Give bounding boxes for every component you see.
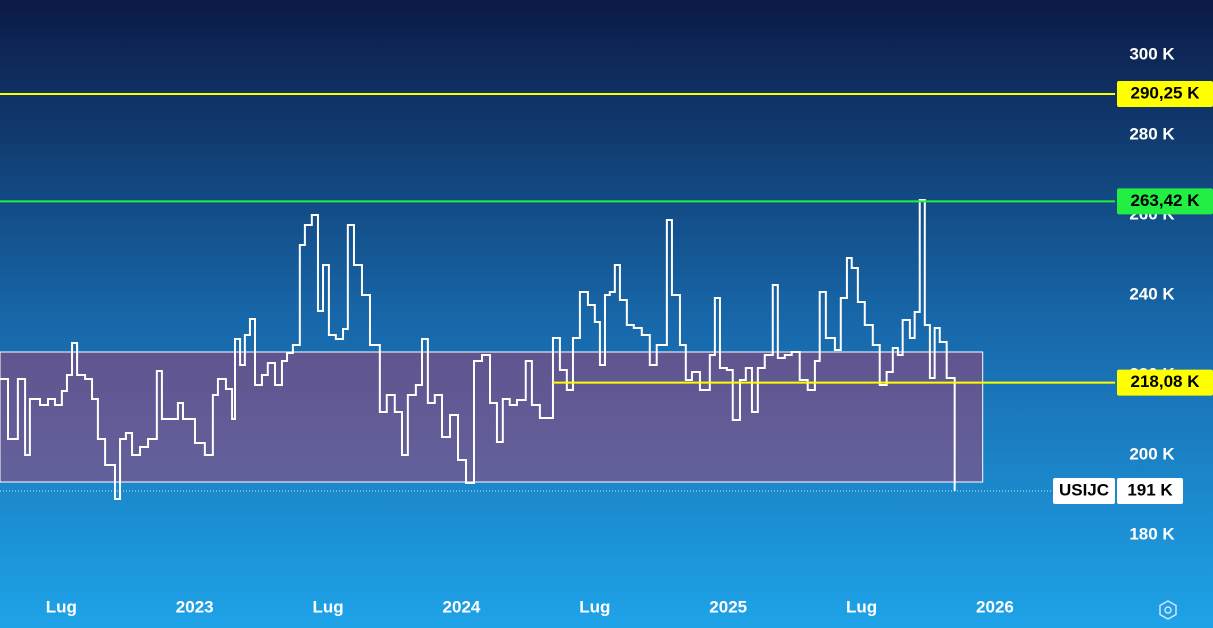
level-tag bbox=[1117, 369, 1213, 396]
settings-icon[interactable] bbox=[1159, 600, 1177, 620]
level-label: 218,08 K bbox=[1131, 372, 1201, 391]
x-tick-label: 2024 bbox=[443, 597, 481, 616]
y-tick-label: 280 K bbox=[1129, 124, 1175, 143]
y-tick-label: 300 K bbox=[1129, 44, 1175, 63]
step-line bbox=[0, 199, 956, 500]
x-tick-label: 2025 bbox=[709, 597, 747, 616]
x-tick-label: Lug bbox=[313, 597, 344, 616]
overlay: USIJC 191 K 290,25 K 263,42 K 218,08 K bbox=[1053, 81, 1213, 504]
level-tag bbox=[1117, 188, 1213, 215]
last-value-label: 191 K bbox=[1127, 480, 1173, 499]
range-box bbox=[0, 351, 984, 483]
series-name: USIJC bbox=[1059, 480, 1109, 499]
last-value-tag bbox=[1117, 478, 1183, 504]
x-tick-label: Lug bbox=[846, 597, 877, 616]
y-tick-label: 200 K bbox=[1129, 444, 1175, 463]
y-tick-label: 180 K bbox=[1129, 524, 1175, 543]
x-tick-label: Lug bbox=[46, 597, 77, 616]
x-tick-label: Lug bbox=[579, 597, 610, 616]
level-label: 263,42 K bbox=[1131, 191, 1201, 210]
level-label: 290,25 K bbox=[1131, 83, 1201, 102]
level-tag bbox=[1117, 81, 1213, 107]
x-tick-label: 2023 bbox=[176, 597, 214, 616]
series-name-tag bbox=[1053, 478, 1115, 504]
y-tick-label: 240 K bbox=[1129, 284, 1175, 303]
x-tick-label: 2026 bbox=[976, 597, 1014, 616]
